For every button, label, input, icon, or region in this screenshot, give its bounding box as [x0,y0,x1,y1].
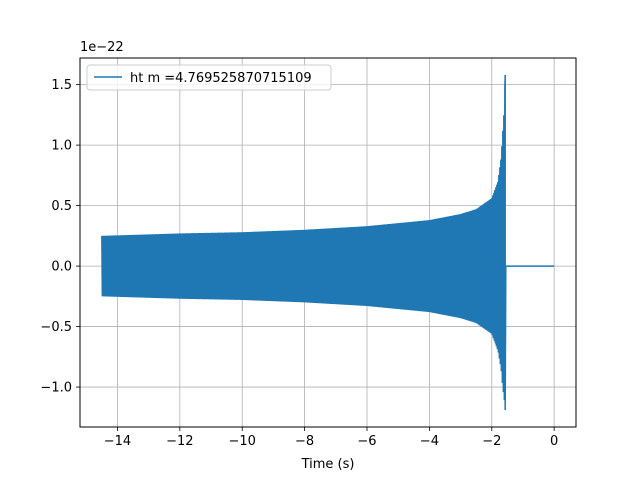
x-tick-label: −14 [104,434,131,449]
x-axis: −14 −12 −10 −8 −6 −4 −2 0 [104,427,558,449]
x-tick-label: −4 [420,434,439,449]
y-tick-label: 0.0 [51,260,72,275]
legend-entry: ht m =4.769525870715109 [130,71,312,86]
x-tick-label: −12 [166,434,193,449]
y-tick-label: 1.0 [51,139,72,154]
y-axis: −1.0 −0.5 0.0 0.5 1.0 1.5 [40,78,80,396]
y-tick-label: −0.5 [40,320,72,335]
y-offset-label: 1e−22 [80,40,124,55]
series-line [101,74,555,411]
x-tick-label: 0 [550,434,558,449]
x-tick-label: −10 [228,434,255,449]
x-tick-label: −6 [357,434,376,449]
legend-box [86,64,332,91]
x-axis-label: Time (s) [301,457,355,472]
x-tick-label: −2 [482,434,501,449]
series-layer [101,74,555,411]
y-tick-label: −1.0 [40,381,72,396]
legend: ht m =4.769525870715109 [86,64,332,91]
x-tick-label: −8 [295,434,314,449]
plot-frame [79,57,577,428]
y-tick-label: 0.5 [51,199,72,214]
y-tick-label: 1.5 [51,78,72,93]
